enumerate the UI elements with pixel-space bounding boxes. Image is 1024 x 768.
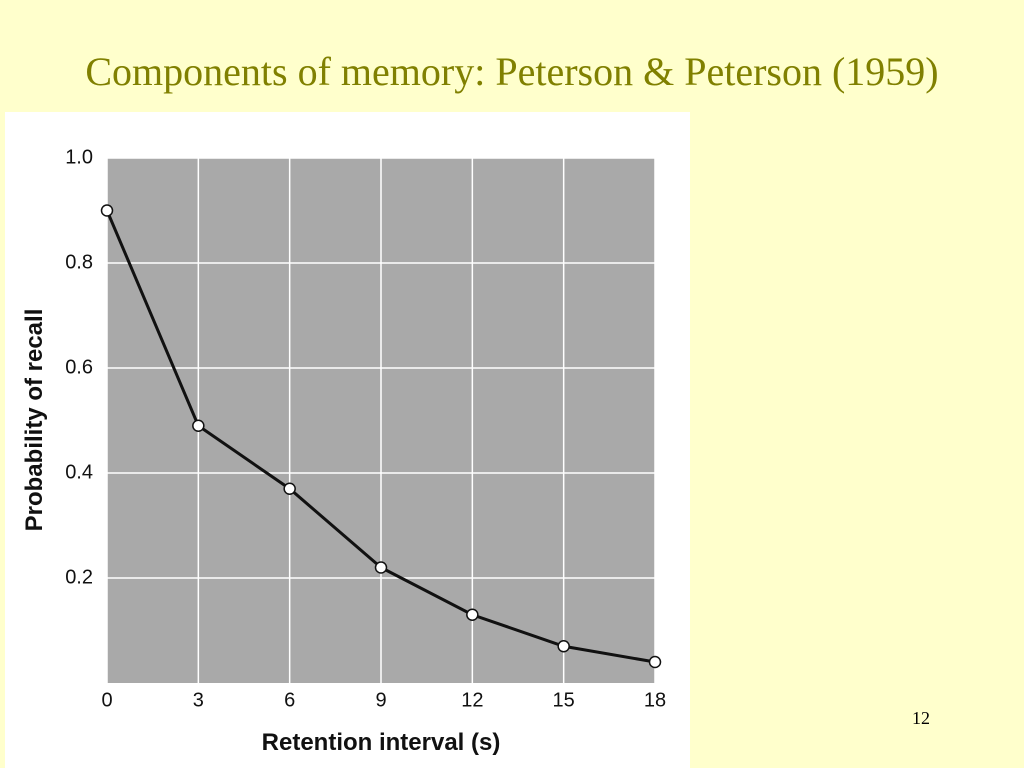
x-tick-label: 6	[284, 689, 295, 711]
data-point	[192, 419, 205, 432]
y-axis-label: Probability of recall	[21, 309, 48, 532]
y-tick-label: 0.4	[65, 461, 93, 483]
y-tick-label: 0.6	[65, 356, 93, 378]
x-tick-label: 3	[193, 689, 204, 711]
x-tick-label: 9	[375, 689, 386, 711]
data-point	[648, 655, 662, 669]
y-tick-label: 0.8	[65, 251, 93, 273]
slide-title: Components of memory: Peterson & Peterso…	[85, 49, 939, 94]
y-tick-label: 0.2	[65, 566, 93, 588]
x-axis-label: Retention interval (s)	[262, 729, 501, 756]
x-tick-label: 18	[644, 689, 666, 711]
x-tick-label: 15	[553, 689, 575, 711]
data-point	[557, 640, 570, 653]
page-number: 12	[912, 708, 930, 728]
data-point	[283, 482, 296, 495]
x-tick-label: 0	[101, 689, 112, 711]
x-tick-label: 12	[461, 689, 483, 711]
data-point	[466, 608, 479, 621]
data-point	[374, 561, 388, 574]
y-tick-label: 1.0	[65, 146, 93, 168]
data-point	[100, 204, 114, 217]
